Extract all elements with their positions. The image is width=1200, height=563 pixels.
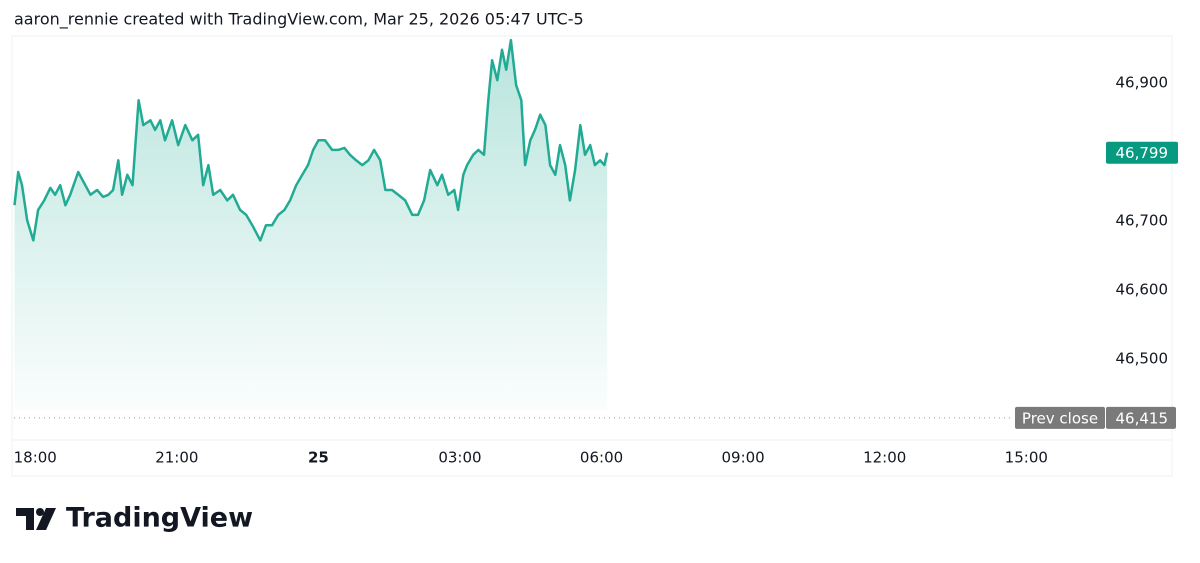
- header: aaron_rennie created with TradingView.co…: [14, 10, 584, 30]
- last-price-badge: [1106, 141, 1178, 164]
- y-tick-label: 46,900: [1116, 73, 1169, 91]
- x-tick-label: 12:00: [863, 449, 906, 467]
- prev-close-text: Prev close: [1022, 409, 1098, 427]
- y-tick-label: 46,700: [1116, 212, 1169, 230]
- x-tick-label: 18:00: [14, 449, 57, 467]
- logo-icon: [16, 508, 56, 530]
- x-tick-label: 15:00: [1005, 449, 1048, 467]
- y-tick-label: 46,600: [1116, 281, 1169, 299]
- last-price-label: 46,799: [1116, 144, 1169, 162]
- prev-close-value-badge: [1106, 406, 1176, 429]
- x-tick-label: 25: [308, 449, 329, 467]
- prev-close-badge: [1015, 406, 1105, 429]
- x-tick-label: 21:00: [155, 449, 198, 467]
- area-fill: [14, 40, 608, 410]
- x-tick-label: 09:00: [722, 449, 765, 467]
- brand: TradingView: [66, 503, 253, 534]
- y-tick-label: 46,500: [1116, 350, 1169, 368]
- price-line: [13, 38, 609, 242]
- prev-close-value: 46,415: [1116, 409, 1169, 427]
- x-tick-label: 03:00: [438, 449, 481, 467]
- x-tick-label: 06:00: [580, 449, 623, 467]
- frame: [11, 35, 1173, 477]
